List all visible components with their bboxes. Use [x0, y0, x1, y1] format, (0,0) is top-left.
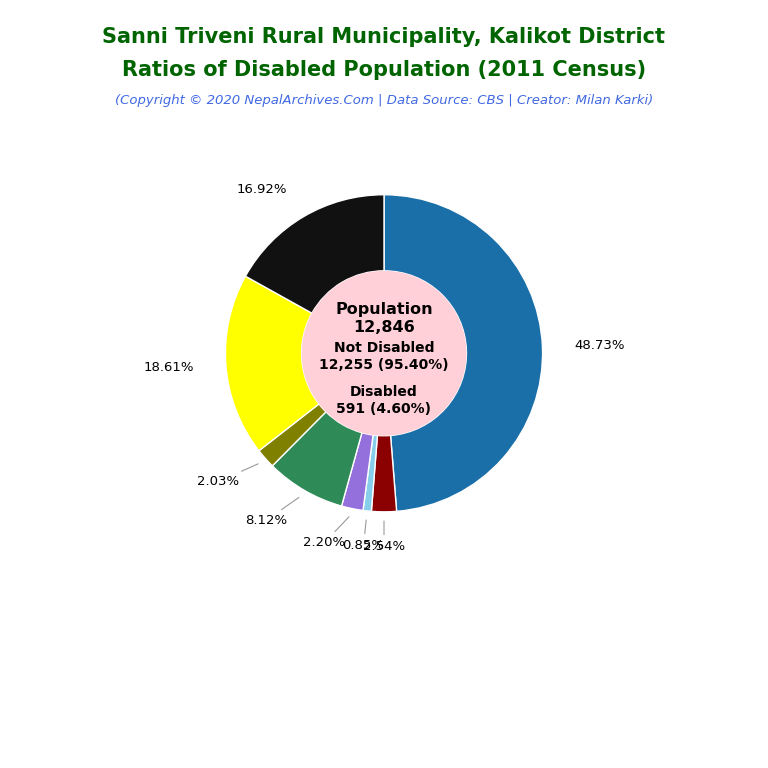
Wedge shape — [246, 195, 384, 313]
Text: 0.85%: 0.85% — [343, 520, 385, 552]
Text: 2.54%: 2.54% — [363, 521, 405, 553]
Text: 16.92%: 16.92% — [237, 183, 287, 196]
Text: 18.61%: 18.61% — [144, 362, 194, 375]
Wedge shape — [342, 432, 373, 511]
Text: Disabled
591 (4.60%): Disabled 591 (4.60%) — [336, 386, 432, 416]
Text: Ratios of Disabled Population (2011 Census): Ratios of Disabled Population (2011 Cens… — [122, 60, 646, 80]
Wedge shape — [384, 195, 542, 511]
Wedge shape — [259, 404, 326, 466]
Text: (Copyright © 2020 NepalArchives.Com | Data Source: CBS | Creator: Milan Karki): (Copyright © 2020 NepalArchives.Com | Da… — [115, 94, 653, 107]
Text: 48.73%: 48.73% — [574, 339, 624, 353]
Wedge shape — [363, 435, 377, 511]
Text: Sanni Triveni Rural Municipality, Kalikot District: Sanni Triveni Rural Municipality, Kaliko… — [102, 27, 666, 47]
Text: 2.03%: 2.03% — [197, 464, 258, 488]
Text: 2.20%: 2.20% — [303, 517, 349, 549]
Text: 8.12%: 8.12% — [245, 498, 299, 527]
Circle shape — [302, 271, 466, 435]
Wedge shape — [273, 412, 362, 506]
Wedge shape — [372, 435, 396, 511]
Wedge shape — [226, 276, 319, 451]
Text: Not Disabled
12,255 (95.40%): Not Disabled 12,255 (95.40%) — [319, 341, 449, 372]
Text: Population
12,846: Population 12,846 — [335, 302, 433, 335]
